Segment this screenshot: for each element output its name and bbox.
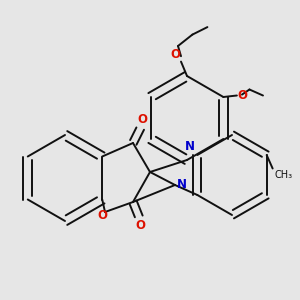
Text: O: O [136,219,146,232]
Text: O: O [97,209,107,222]
Text: CH₃: CH₃ [274,170,292,180]
Text: N: N [176,178,187,190]
Text: O: O [238,89,248,102]
Text: N: N [185,140,195,153]
Text: O: O [170,48,180,61]
Text: O: O [137,112,147,126]
